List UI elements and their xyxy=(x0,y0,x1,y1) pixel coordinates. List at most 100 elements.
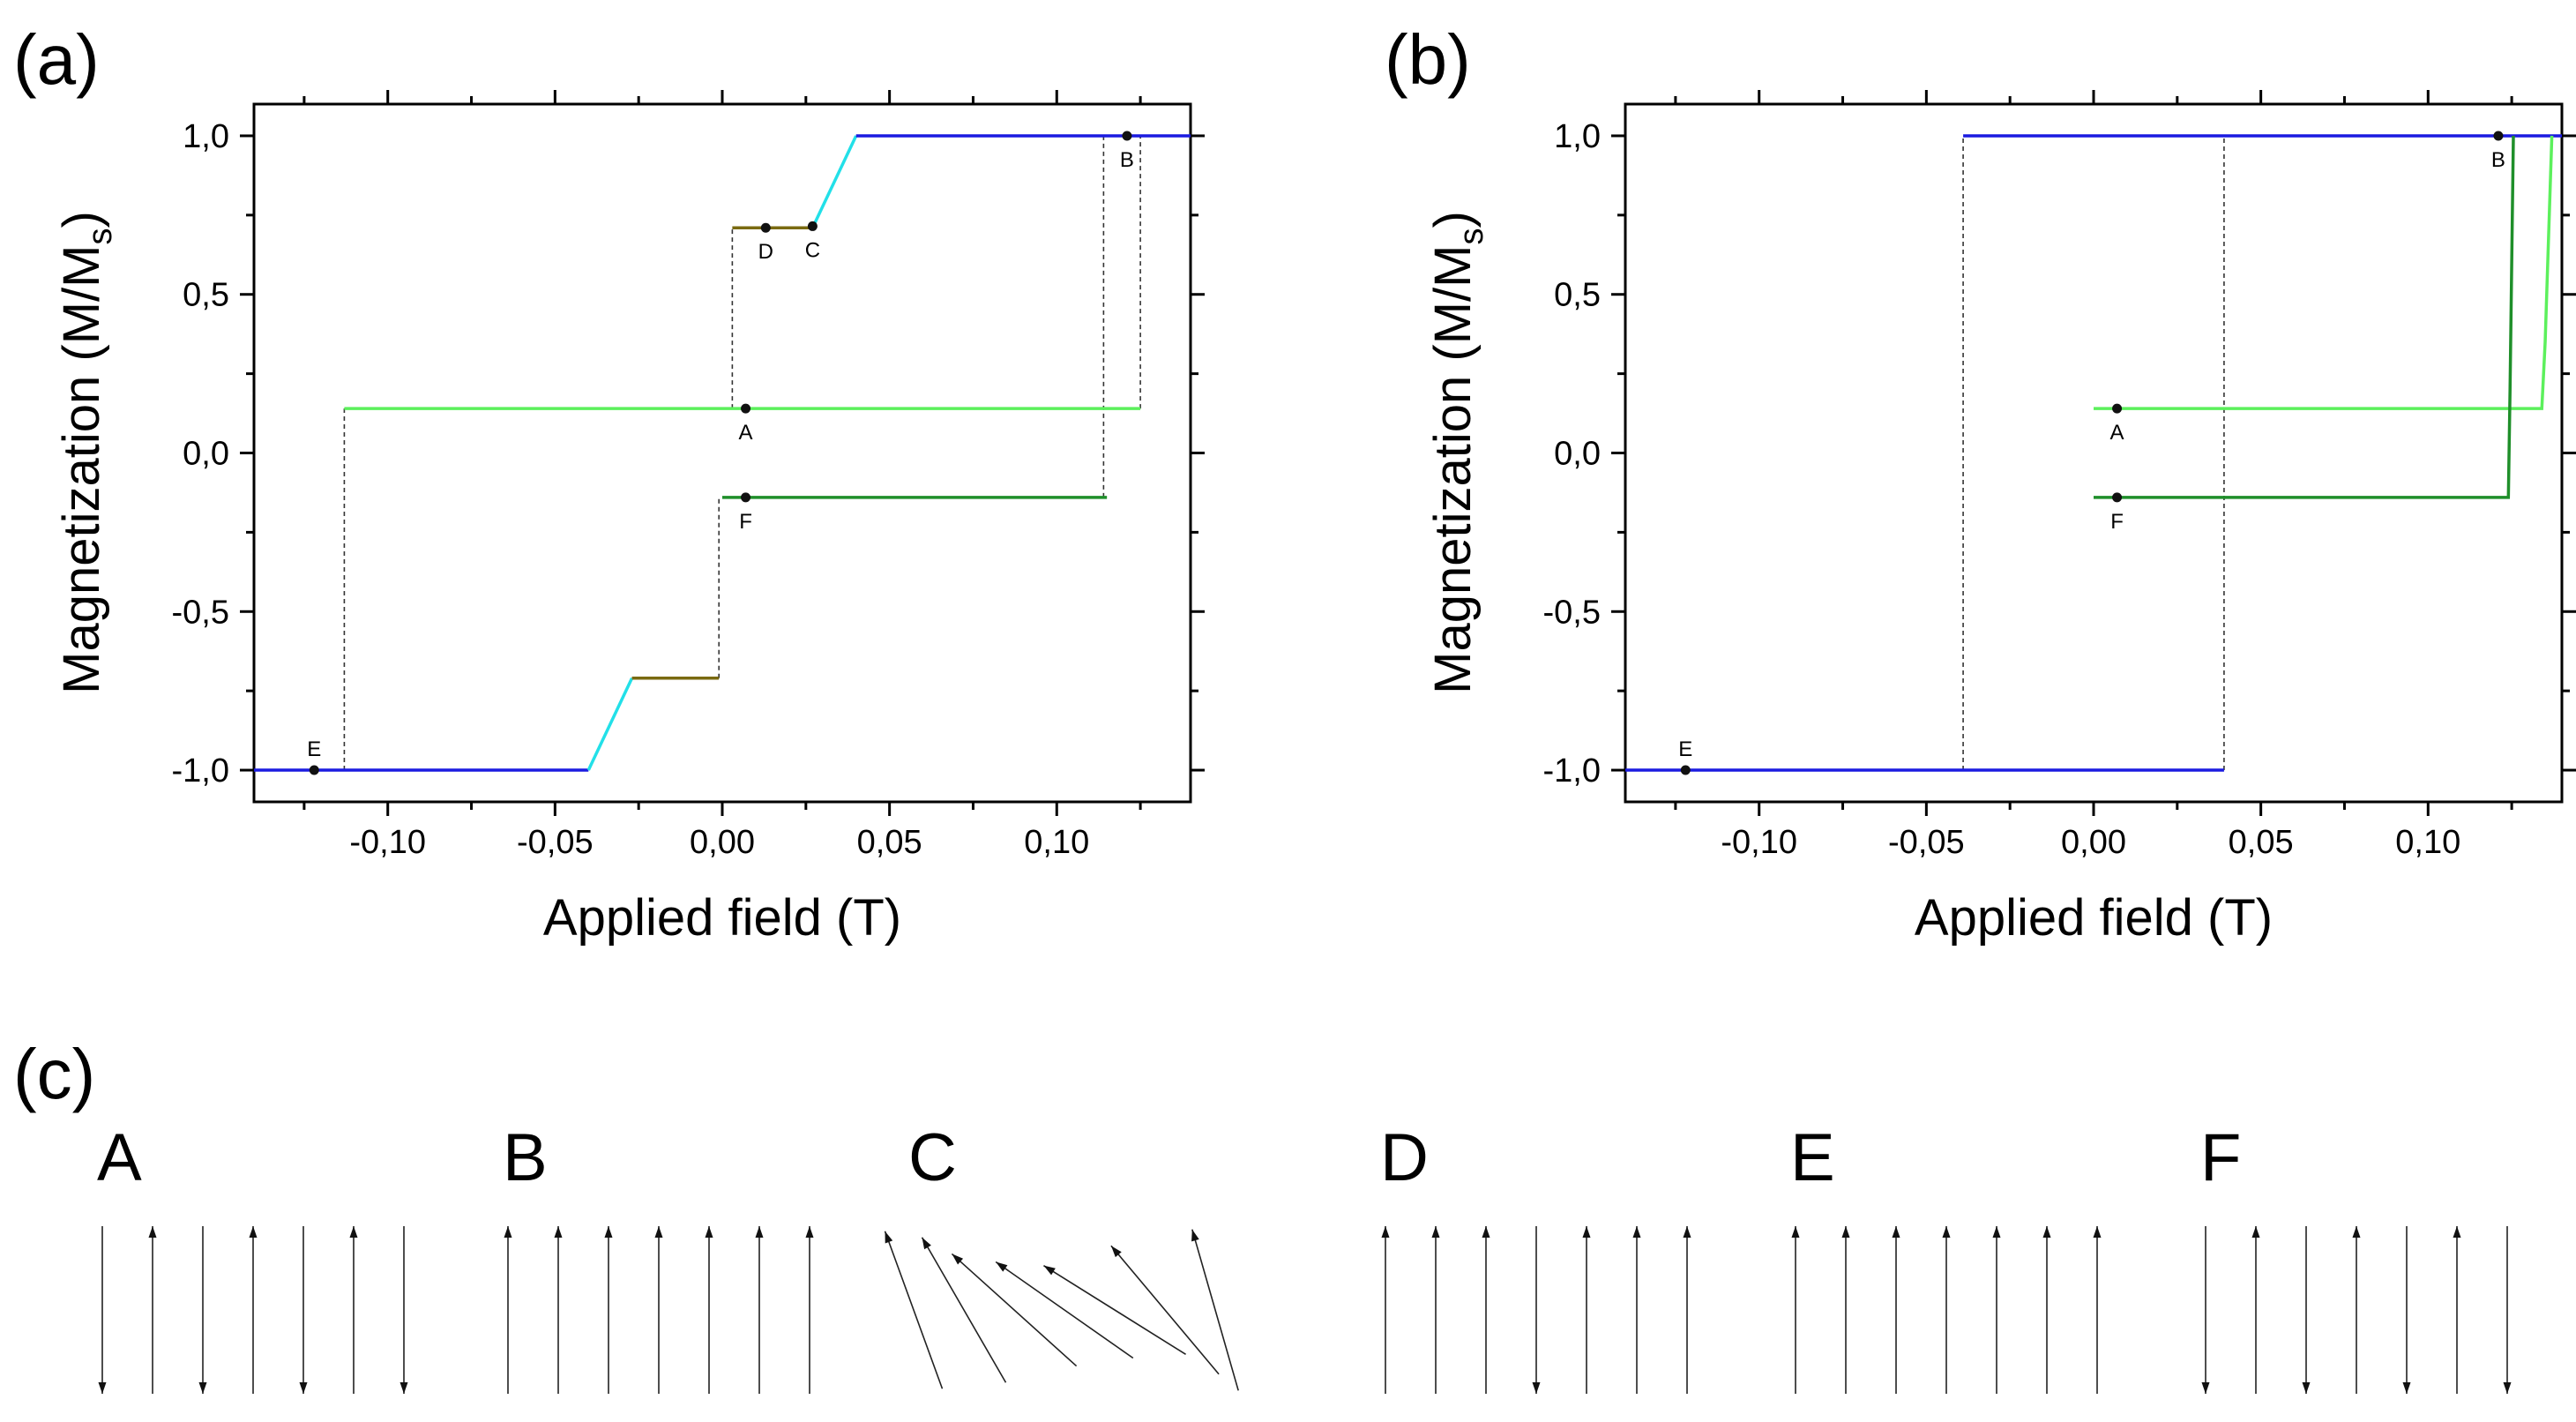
series-cyan-positive-rise xyxy=(810,135,858,228)
spin-arrow-head xyxy=(805,1226,814,1238)
spin-arrow xyxy=(805,1226,814,1394)
configuration-groups: A B C D E F xyxy=(97,1120,2512,1394)
y-tick-label: 0,5 xyxy=(1554,277,1601,314)
spin-arrow-head xyxy=(922,1237,931,1250)
spin-arrow-head xyxy=(1632,1226,1641,1238)
spin-arrow-head xyxy=(1191,1229,1199,1242)
spin-arrow xyxy=(2251,1226,2260,1394)
spin-arrow-head xyxy=(1683,1226,1691,1238)
plot-frame xyxy=(1624,102,2564,804)
spin-arrow-head xyxy=(198,1382,207,1394)
x-tick-label: -0,10 xyxy=(1721,824,1797,861)
spin-arrow xyxy=(1632,1226,1641,1394)
spin-arrow xyxy=(299,1226,308,1394)
spin-arrow xyxy=(349,1226,358,1394)
spin-arrow-head xyxy=(996,1261,1008,1272)
spin-arrow-head xyxy=(705,1226,713,1238)
x-tick-label: 0,10 xyxy=(2395,824,2460,861)
spin-arrow-head xyxy=(2042,1226,2051,1238)
y-tick-label: 1,0 xyxy=(1554,118,1601,155)
spin-arrow xyxy=(1892,1226,1900,1394)
y-axis-label-main: Magnetization (M/M xyxy=(53,245,110,694)
x-axis-label: Applied field (T) xyxy=(1915,889,2273,947)
spin-arrow xyxy=(1942,1226,1951,1394)
y-tick-label: 0,0 xyxy=(1554,436,1601,473)
point-label-B: B xyxy=(2491,148,2505,172)
point-E xyxy=(309,765,319,775)
configuration-D: D xyxy=(1380,1120,1691,1394)
x-tick-label: -0,05 xyxy=(1888,824,1965,861)
spin-arrow xyxy=(2302,1226,2311,1394)
point-D xyxy=(760,222,771,233)
spin-arrow-head xyxy=(1532,1382,1541,1394)
spin-arrow-head xyxy=(299,1382,308,1394)
panel-label: (a) xyxy=(13,20,100,99)
point-label-E: E xyxy=(307,737,321,761)
spin-arrow-head xyxy=(1892,1226,1900,1238)
y-tick-label: 1,0 xyxy=(183,118,229,155)
spin-arrow xyxy=(148,1226,157,1394)
spin-arrow-head xyxy=(1841,1226,1850,1238)
spin-arrow xyxy=(554,1226,563,1394)
spin-arrow-head xyxy=(1482,1226,1490,1238)
spin-arrow xyxy=(2201,1226,2210,1394)
plot-content: -0,10 -0,05 0,00 0,05 0,10 -1,0 -0,5 0,0 0,5 1,0 A… xyxy=(172,90,1205,861)
spin-arrow-head xyxy=(1043,1265,1056,1276)
spin-arrow-head xyxy=(952,1254,964,1265)
spin-arrow-head xyxy=(1791,1226,1800,1238)
configuration-E: E xyxy=(1790,1120,2102,1394)
panel-a: (a) -0,10 -0,05 0,00 0,05 0,10 -1,0 -0,5 0,0 0,5… xyxy=(13,20,1205,947)
y-tick-label: -0,5 xyxy=(1543,594,1601,631)
spin-arrow xyxy=(1992,1226,2001,1394)
spin-arrow-head xyxy=(2503,1382,2512,1394)
configuration-A: A xyxy=(97,1120,408,1394)
spin-arrow xyxy=(1582,1226,1591,1394)
y-tick-label: -1,0 xyxy=(1543,752,1601,790)
point-B xyxy=(2493,131,2504,141)
spin-arrow xyxy=(654,1226,663,1394)
spin-arrow xyxy=(921,1237,1007,1383)
point-label-B: B xyxy=(1120,148,1134,172)
spin-arrow xyxy=(995,1261,1134,1359)
spin-arrow-head xyxy=(1431,1226,1440,1238)
point-C xyxy=(807,221,818,231)
spin-arrow-head xyxy=(2453,1226,2461,1238)
panel-label: (b) xyxy=(1385,20,1471,99)
configuration-label: F xyxy=(2200,1120,2241,1195)
spin-arrow-head xyxy=(2402,1382,2411,1394)
point-label-D: D xyxy=(758,240,773,264)
spin-arrow xyxy=(705,1226,713,1394)
spin-arrow xyxy=(2402,1226,2411,1394)
x-tick-label: 0,05 xyxy=(857,824,922,861)
spin-arrow-head xyxy=(1582,1226,1591,1238)
spin-arrow-head xyxy=(604,1226,613,1238)
spin-arrow xyxy=(1381,1226,1390,1394)
spin-arrow xyxy=(399,1226,408,1394)
y-axis-label: Magnetization (M/Ms) xyxy=(53,211,119,694)
y-axis-label-close: ) xyxy=(1424,211,1482,228)
spin-arrow-head xyxy=(554,1226,563,1238)
spin-arrow-head xyxy=(1992,1226,2001,1238)
spin-arrow-head xyxy=(349,1226,358,1238)
point-label-E: E xyxy=(1678,737,1692,761)
panel-b: (b) -0,10 -0,05 0,00 0,05 0,10 -1,0 -0,5 0,0 0,5… xyxy=(1385,20,2576,947)
spin-arrow xyxy=(1431,1226,1440,1394)
spin-arrow-shaft xyxy=(884,1231,944,1389)
x-tick-label: -0,10 xyxy=(349,824,426,861)
spin-arrow xyxy=(951,1253,1078,1367)
spin-arrow xyxy=(884,1231,944,1389)
spin-arrow xyxy=(98,1226,107,1394)
point-label-A: A xyxy=(2110,421,2124,445)
y-axis-label-sub: s xyxy=(82,228,119,245)
spin-arrow-shaft xyxy=(921,1237,1007,1383)
spin-arrow xyxy=(2093,1226,2102,1394)
series-cyan-negative-rise xyxy=(586,677,634,771)
spin-arrow-head xyxy=(2093,1226,2102,1238)
spin-arrow-head xyxy=(148,1226,157,1238)
spin-arrow-head xyxy=(654,1226,663,1238)
spin-arrow-head xyxy=(2352,1226,2361,1238)
spin-arrow-shaft xyxy=(995,1261,1134,1359)
spin-arrow-shaft xyxy=(1191,1229,1239,1391)
